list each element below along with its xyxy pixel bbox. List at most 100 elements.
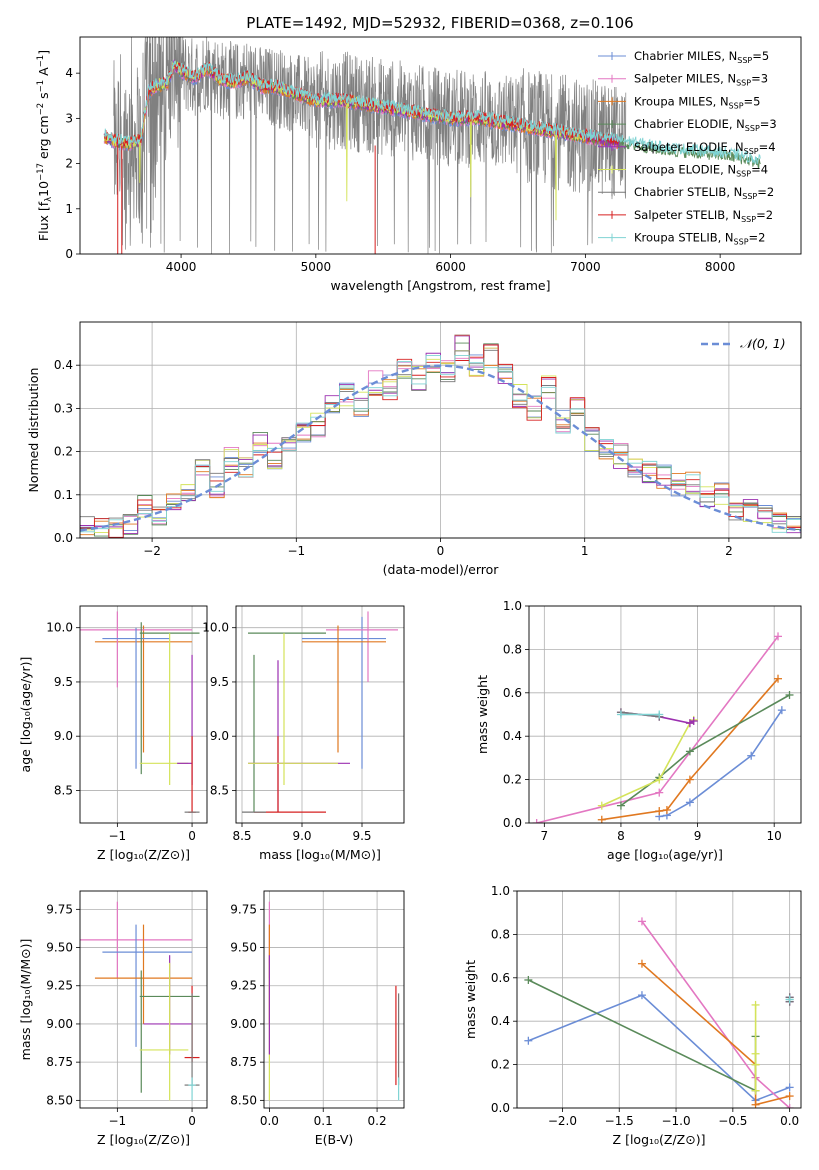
error-bar-point — [184, 993, 200, 1086]
y-tick-label: 9.75 — [230, 902, 257, 916]
y-tick-label: 4 — [65, 66, 73, 80]
series-marker — [751, 1049, 760, 1058]
z-age-plot-area — [80, 611, 200, 813]
y-axis-label-part: A — [36, 67, 51, 80]
residual-hist-panel: −2 −1 0 1 2 0.0 0.1 0.2 0.3 0.4 (data-model)/error… — [26, 321, 802, 577]
x-tick-label: 10 — [767, 829, 782, 843]
series-marker — [774, 674, 783, 683]
legend-label: Kroupa STELIB, NSSP=2 — [634, 231, 766, 247]
x-tick-label: −1.0 — [661, 1114, 690, 1128]
residual-hist-plot-area — [80, 334, 801, 538]
error-bar-point — [94, 625, 193, 753]
series-marker — [655, 775, 664, 784]
y-tick-label: 2 — [65, 157, 73, 171]
series-marker — [751, 1060, 760, 1069]
y-tick-label: 0.6 — [491, 971, 510, 985]
series-marker — [637, 991, 646, 1000]
age-weight-panel: 7 8 9 10 0.0 0.2 0.4 0.6 0.8 1.0 age [log₁₀(age/yr… — [475, 599, 802, 862]
x-tick-label: 0.0 — [780, 1114, 799, 1128]
series-marker — [524, 1036, 533, 1045]
x-axis-label: Z [log₁₀(Z/Z⊙)] — [97, 847, 190, 862]
x-tick-label: 7 — [541, 829, 549, 843]
legend-label: 𝒩(0, 1) — [740, 336, 786, 351]
y-tick-label: 9.0 — [210, 729, 229, 743]
series-line-c-miles — [528, 994, 790, 1102]
mass-age-panel: 8.5 9.0 9.5 8.5 9.0 9.5 10.0 mass [log₁₀(M/M⊙)] — [202, 605, 405, 862]
series-marker — [597, 815, 606, 823]
x-tick-label: −1 — [287, 544, 305, 558]
y-axis-label-part: −1 — [36, 80, 46, 93]
age-weight-plot-area — [532, 632, 794, 823]
x-axis-label: Z [log₁₀(Z/Z⊙)] — [613, 1132, 706, 1147]
legend-label-n-value: 2 — [758, 231, 765, 245]
legend-label: Kroupa ELODIE, NSSP=4 — [634, 163, 768, 179]
legend-label-n: = — [751, 163, 761, 177]
legend-label-sub: SSP — [736, 170, 751, 179]
observed-spectrum-line — [113, 37, 627, 254]
x-axis-label: wavelength [Angstrom, rest frame] — [330, 278, 550, 293]
y-tick-label: 9.0 — [54, 729, 73, 743]
series-marker — [747, 751, 756, 760]
x-tick-label: −1 — [109, 829, 127, 843]
legend-label: Salpeter ELODIE, NSSP=4 — [634, 140, 776, 156]
y-axis-label-part: −2 — [36, 103, 46, 116]
model-spectrum-k-stelib — [103, 60, 761, 165]
y-tick-label: 0 — [65, 247, 73, 261]
x-tick-label: 0 — [188, 829, 196, 843]
y-axis-label-part: Flux [f — [36, 201, 51, 241]
series-marker — [785, 1104, 794, 1108]
legend-label-text: Chabrier MILES, N — [634, 49, 737, 63]
ebv-mass-plot-area — [268, 901, 400, 1101]
y-tick-label: 0.0 — [54, 531, 73, 545]
series-line-k-miles — [641, 963, 790, 1106]
series-marker — [785, 995, 794, 1004]
x-tick-label: 5000 — [301, 260, 332, 274]
x-axis-label: mass [log₁₀(M/M⊙)] — [259, 847, 381, 862]
x-tick-label: 9.0 — [292, 829, 311, 843]
legend-label-sub: SSP — [737, 56, 752, 65]
legend-label: Chabrier STELIB, NSSP=2 — [634, 185, 774, 201]
y-tick-label: 8.5 — [210, 783, 229, 797]
y-tick-label: 0.3 — [54, 401, 73, 415]
series-marker — [785, 1092, 794, 1101]
legend-label-n-value: 2 — [766, 208, 773, 222]
series-marker — [774, 632, 783, 641]
y-tick-label: 8.5 — [54, 783, 73, 797]
legend-label: Salpeter STELIB, NSSP=2 — [634, 208, 773, 224]
error-bar-point — [248, 633, 338, 786]
legend-label-n-value: 4 — [768, 140, 775, 154]
y-axis-label: mass [log₁₀(M/M⊙)] — [18, 939, 33, 1061]
legend-label-text: Kroupa STELIB, N — [634, 231, 734, 245]
legend-label-sub: SSP — [734, 238, 749, 247]
legend-label-text: Kroupa MILES, N — [634, 94, 729, 108]
x-tick-label: 1 — [581, 544, 589, 558]
error-bar-point — [188, 736, 196, 813]
axes-frame — [79, 321, 802, 539]
y-tick-label: 8.75 — [230, 1055, 257, 1069]
y-tick-label: 0.0 — [491, 1101, 510, 1115]
error-bar-point — [102, 627, 170, 769]
y-tick-label: 9.00 — [230, 1017, 257, 1031]
series-marker — [637, 917, 646, 926]
x-tick-label: −0.5 — [718, 1114, 747, 1128]
y-tick-label: 0.6 — [503, 686, 522, 700]
error-bar-point — [143, 955, 193, 1055]
legend-label-n-value: 3 — [769, 117, 776, 131]
series-marker — [532, 819, 541, 823]
y-tick-label: 0.4 — [503, 729, 522, 743]
error-bar-point — [139, 633, 189, 786]
figure-title: PLATE=1492, MJD=52932, FIBERID=0368, z=0… — [246, 14, 633, 32]
series-marker — [524, 975, 533, 984]
z-weight-plot-area — [524, 917, 794, 1108]
y-tick-label: 0.8 — [491, 927, 510, 941]
y-tick-label: 9.00 — [46, 1017, 73, 1031]
series-marker — [616, 801, 625, 810]
x-tick-label: 0 — [437, 544, 445, 558]
ebv-mass-panel: 0.0 0.1 0.2 8.50 8.75 9.00 9.25 9.50 9.75 E(B-V) — [230, 890, 405, 1147]
series-line-c-miles — [659, 709, 783, 818]
legend-label-text: Salpeter ELODIE, N — [634, 140, 744, 154]
series-marker — [685, 775, 694, 784]
y-tick-label: 9.5 — [210, 675, 229, 689]
y-axis-label: mass weight — [463, 960, 478, 1039]
